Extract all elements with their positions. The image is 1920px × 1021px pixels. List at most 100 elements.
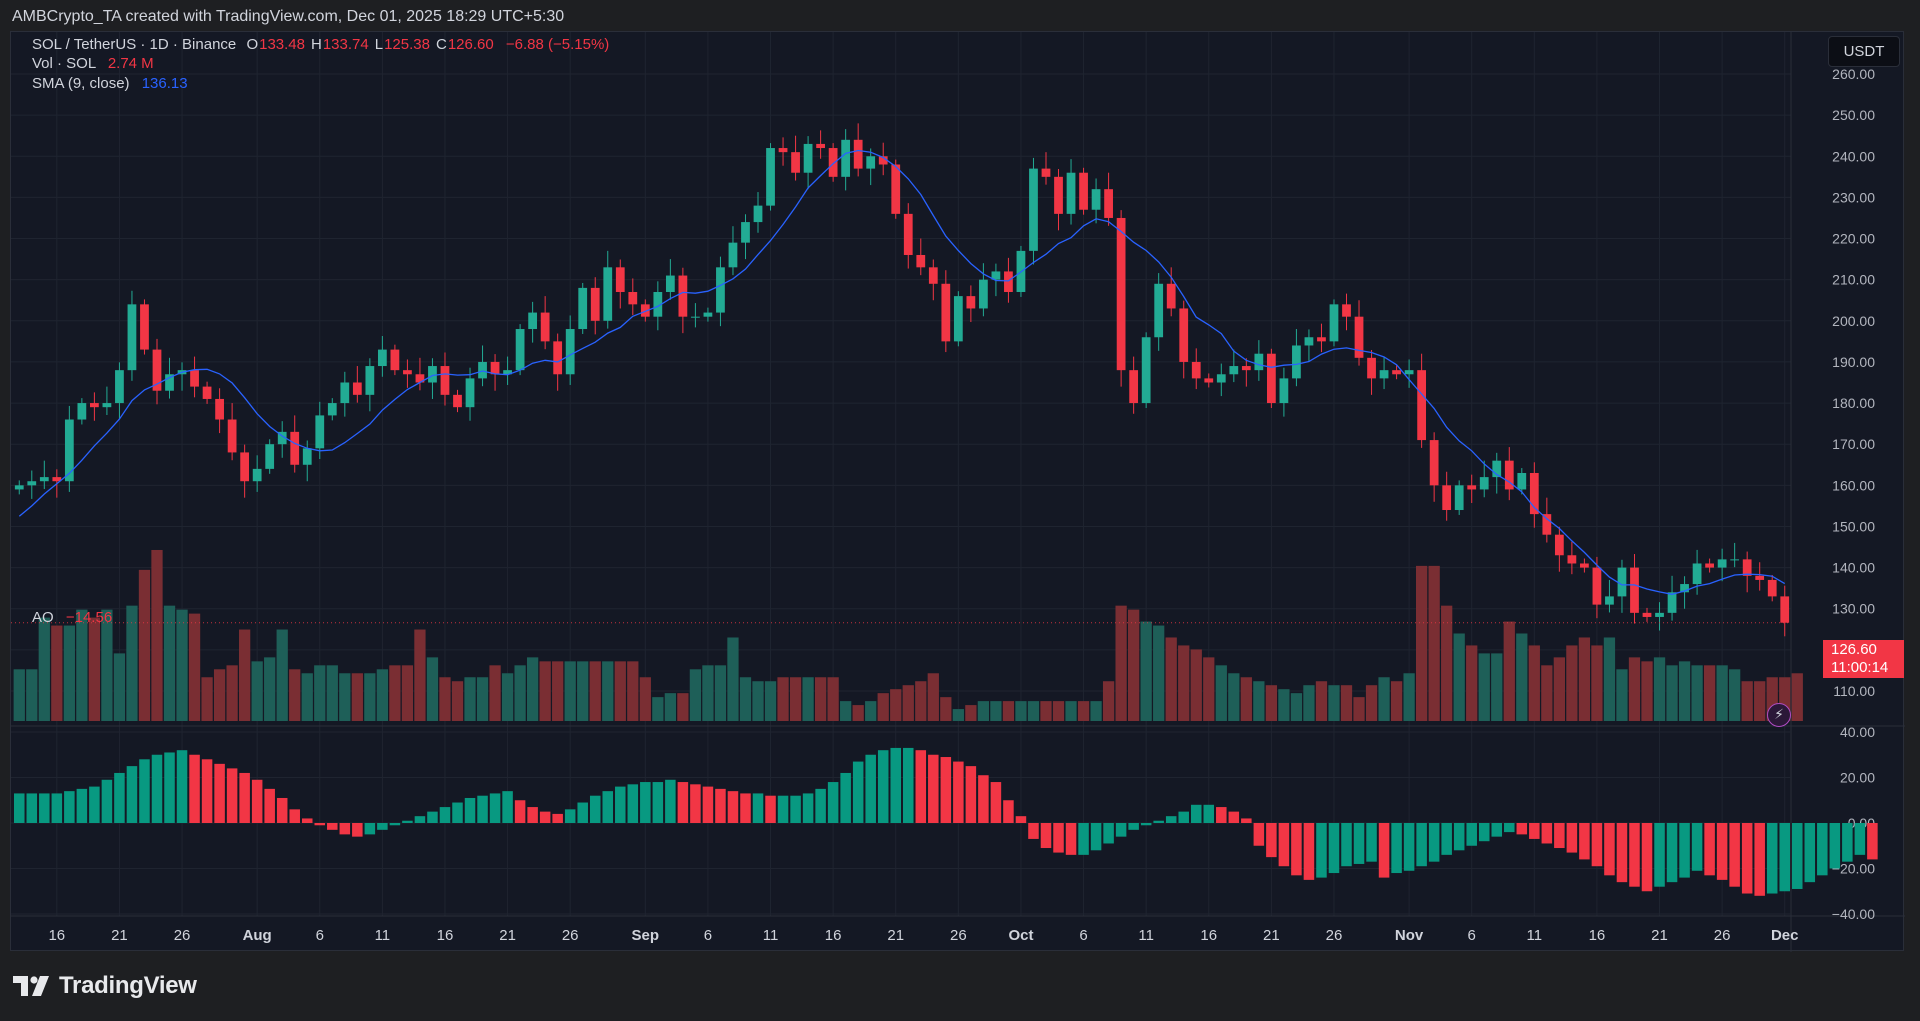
volume-bar	[1578, 637, 1591, 721]
ao-bar	[502, 791, 513, 823]
volume-bar	[88, 617, 101, 721]
ao-bar	[1128, 823, 1139, 830]
ao-bar	[1015, 816, 1027, 823]
time-tick-label: 6	[1468, 927, 1476, 944]
ao-bar	[1353, 823, 1365, 864]
candle-body	[290, 431, 300, 465]
candle-body	[1429, 440, 1439, 486]
volume-bar	[589, 661, 601, 721]
volume-bar	[1403, 673, 1415, 721]
candle-body	[528, 312, 538, 330]
volume-bar	[514, 665, 526, 721]
time-tick-label: Aug	[243, 927, 272, 944]
volume-bar	[1065, 701, 1077, 721]
candle-body	[1292, 345, 1301, 379]
candle-body	[841, 139, 851, 177]
ao-bar	[539, 811, 551, 823]
candle-body	[302, 448, 312, 465]
candle-body	[340, 382, 350, 404]
volume-bar	[176, 609, 188, 721]
volume-bar	[1441, 605, 1453, 721]
volume-bar	[326, 665, 338, 721]
candle-body	[979, 279, 988, 309]
volume-bar	[1641, 661, 1653, 721]
volume-label: Vol · SOL	[32, 55, 96, 72]
legend-volume-row: Vol · SOL 2.74 M	[32, 55, 154, 72]
candle-body	[1567, 555, 1577, 564]
price-tick-label: 210.00	[1832, 272, 1875, 288]
ao-bar	[1754, 823, 1765, 896]
volume-bar	[451, 681, 464, 721]
candle-body	[265, 444, 275, 469]
ao-label: AO	[32, 609, 54, 626]
ao-bar	[477, 795, 488, 823]
ao-bar	[464, 797, 476, 823]
chart-svg[interactable]: 260.00 250.00 240.00 230.00 220.00 210.00 200.…	[11, 32, 1905, 952]
legend-sma-row: SMA (9, close) 136.13	[32, 75, 188, 92]
volume-bar	[952, 709, 964, 721]
volume-bar	[1165, 637, 1177, 721]
ao-bar	[1416, 823, 1427, 867]
ao-bar	[164, 752, 175, 823]
time-tick-label: 21	[1263, 927, 1280, 944]
volume-bar	[1716, 665, 1728, 721]
ao-bar	[589, 795, 601, 823]
currency-button[interactable]: USDT	[1828, 36, 1900, 67]
volume-bar	[689, 669, 702, 721]
volume-bar	[126, 605, 138, 721]
ao-bar	[1867, 823, 1878, 860]
tradingview-logo[interactable]: TradingView	[13, 972, 197, 1000]
ao-bar	[1804, 823, 1816, 883]
candle-body	[703, 312, 713, 317]
candle-body	[1680, 584, 1689, 593]
volume-bar	[1390, 681, 1403, 721]
candle-body	[1492, 460, 1502, 478]
ao-bar	[815, 788, 826, 823]
candle-body	[791, 152, 800, 173]
volume-bar	[1553, 657, 1565, 721]
candle-body	[165, 374, 174, 391]
volume-bar	[1027, 701, 1040, 721]
ao-bar	[652, 782, 664, 823]
ao-bar	[76, 788, 88, 823]
time-tick-label: Sep	[632, 927, 660, 944]
ao-bar	[978, 775, 989, 823]
ao-bar	[777, 795, 789, 823]
ao-bar	[1216, 807, 1227, 823]
ao-bar	[1291, 823, 1302, 876]
candle-body	[127, 304, 137, 371]
volume-bar	[1190, 649, 1202, 721]
candle-body	[115, 370, 124, 404]
candle-body	[1004, 271, 1013, 293]
chart-panel[interactable]: 260.00 250.00 240.00 230.00 220.00 210.00 200.…	[10, 31, 1905, 952]
volume-bar	[1052, 701, 1065, 721]
ohlc-key-o: O	[246, 36, 259, 53]
candle-body	[1179, 308, 1189, 362]
ao-bar	[452, 802, 463, 823]
ao-bar	[264, 788, 275, 823]
bar-countdown: 11:00:14	[1831, 659, 1889, 676]
candle-body	[440, 366, 450, 395]
ao-bar	[239, 772, 250, 823]
ao-bar	[953, 761, 964, 823]
candle-body	[1266, 353, 1276, 404]
alert-lightning-icon[interactable]: ⚡	[1767, 703, 1791, 727]
candle-body	[365, 366, 375, 395]
ao-bar	[1478, 823, 1490, 842]
volume-bar	[1666, 665, 1678, 721]
volume-bar	[1779, 677, 1791, 721]
ao-bar	[790, 795, 801, 823]
volume-bar	[852, 705, 864, 721]
ao-bar	[702, 786, 714, 823]
candle-body	[1079, 172, 1088, 210]
ao-bar	[1278, 823, 1290, 867]
candle-body	[1304, 337, 1314, 346]
volume-bar	[602, 661, 614, 721]
volume-bar	[627, 661, 639, 721]
candle-body	[377, 349, 387, 367]
ao-bar	[965, 766, 977, 823]
candle-body	[77, 403, 87, 420]
legend-ao-row: AO −14.56	[32, 609, 112, 626]
volume-bar	[38, 617, 50, 721]
ao-bar	[1453, 823, 1465, 851]
